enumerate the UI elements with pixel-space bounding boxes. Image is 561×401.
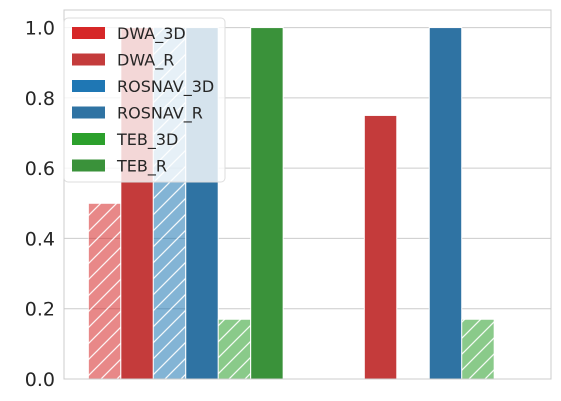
y-tick-labels: 0.0 0.2 0.4 0.6 0.8 1.0 [25, 18, 55, 391]
legend-label: ROSNAV_R [117, 104, 203, 124]
legend-label: DWA_3D [117, 24, 186, 44]
bar-rosnav-r [428, 27, 463, 380]
legend-swatch [72, 106, 105, 119]
legend-swatch [72, 133, 105, 145]
bar-hatch [461, 319, 495, 379]
y-tick-label: 0.0 [25, 369, 55, 391]
y-tick-label: 0.2 [25, 299, 55, 321]
bar-teb-r [250, 27, 284, 380]
bar-hatch [218, 319, 251, 379]
legend-swatch [72, 27, 105, 39]
bar-dwa-r [363, 114, 398, 380]
y-tick-label: 1.0 [25, 18, 55, 40]
legend-label: TEB_3D [116, 130, 178, 150]
legend-swatch [72, 53, 105, 66]
bar-hatch [88, 203, 121, 379]
legend-label: DWA_R [117, 51, 174, 71]
y-tick-label: 0.6 [25, 158, 55, 180]
legend-label: TEB_R [116, 157, 167, 177]
y-tick-label: 0.4 [25, 228, 55, 250]
plot-frame [63, 9, 552, 380]
legend: DWA_3D DWA_R ROSNAV_3D ROSNAV_R TEB_3D TEB_R [63, 17, 226, 183]
y-tick-label: 0.8 [25, 88, 55, 110]
legend-swatch [72, 80, 105, 92]
legend-swatch [72, 159, 105, 172]
legend-label: ROSNAV_3D [117, 77, 214, 97]
